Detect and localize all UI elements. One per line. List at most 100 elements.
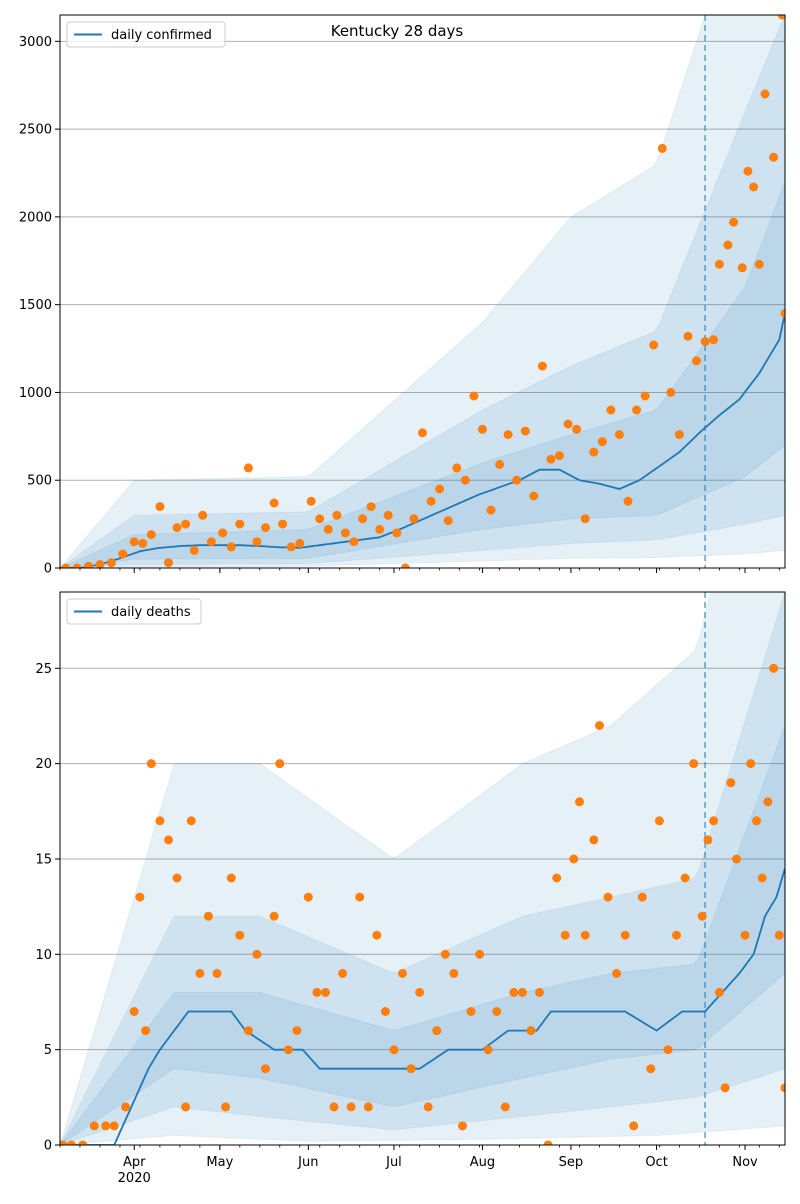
deaths-observed-point — [186, 816, 196, 826]
confirmed-observed-point — [749, 182, 759, 192]
confirmed-observed-point — [426, 496, 436, 506]
deaths-observed-point — [440, 949, 450, 959]
deaths-observed-point — [746, 759, 756, 769]
confirmed-observed-point — [295, 538, 305, 548]
deaths-observed-point — [629, 1121, 639, 1131]
deaths-observed-point — [752, 816, 761, 826]
confirmed-observed-point — [95, 560, 105, 568]
confirmed-observed-point — [72, 563, 82, 568]
confirmed-observed-point — [606, 405, 616, 415]
deaths-xtick-label: Nov — [732, 1155, 758, 1170]
deaths-ytick-label: 10 — [35, 948, 52, 963]
confirmed-observed-point — [106, 558, 116, 568]
deaths-uncertainty-band — [60, 725, 785, 1145]
deaths-observed-point — [726, 778, 736, 788]
deaths-observed-point — [763, 797, 773, 807]
deaths-observed-point — [449, 968, 459, 978]
deaths-observed-point — [780, 1083, 785, 1093]
confirmed-observed-point — [349, 537, 359, 547]
deaths-observed-point — [363, 1102, 373, 1112]
deaths-observed-point — [329, 1102, 339, 1112]
deaths-observed-point — [66, 1140, 76, 1145]
deaths-observed-point — [663, 1045, 673, 1055]
confirmed-observed-point — [181, 519, 191, 529]
deaths-legend: daily deaths — [66, 598, 202, 625]
deaths-observed-point — [415, 987, 425, 997]
deaths-xtick-label: Sep — [559, 1155, 584, 1170]
confirmed-observed-point — [278, 519, 288, 529]
deaths-observed-point — [235, 930, 245, 940]
confirmed-observed-point — [129, 537, 139, 547]
confirmed-observed-point — [460, 475, 470, 485]
deaths-observed-point — [654, 816, 664, 826]
deaths-axes-frame — [59, 591, 786, 1146]
deaths-observed-point — [109, 1121, 119, 1131]
deaths-observed-point — [252, 949, 262, 959]
confirmed-observed-point — [84, 561, 93, 568]
confirmed-observed-point — [657, 143, 667, 153]
deaths-observed-point — [292, 1026, 302, 1036]
deaths-observed-point — [261, 1064, 270, 1074]
deaths-observed-point — [689, 759, 699, 769]
confirmed-observed-point — [737, 263, 747, 273]
confirmed-legend: daily confirmed — [66, 21, 226, 48]
confirmed-observed-point — [269, 498, 279, 508]
confirmed-observed-point — [477, 424, 487, 434]
confirmed-observed-point — [198, 510, 208, 520]
deaths-observed-point — [526, 1026, 536, 1036]
deaths-xtick-label: Jul — [385, 1155, 402, 1170]
confirmed-observed-point — [146, 530, 156, 540]
deaths-observed-point — [101, 1121, 111, 1131]
deaths-observed-point — [483, 1045, 493, 1055]
deaths-observed-point — [398, 968, 407, 978]
confirmed-observed-point — [597, 437, 607, 447]
deaths-observed-point — [226, 873, 236, 883]
confirmed-ytick-label: 1500 — [19, 298, 52, 313]
confirmed-uncertainty-band — [60, 15, 785, 568]
deaths-observed-point — [243, 1026, 253, 1036]
deaths-observed-point — [135, 892, 145, 902]
confirmed-observed-point — [172, 523, 182, 533]
confirmed-observed-point — [366, 502, 376, 512]
confirmed-observed-point — [723, 240, 733, 250]
confirmed-observed-point — [206, 537, 216, 547]
confirmed-observed-point — [674, 430, 684, 440]
deaths-plot-area — [60, 592, 785, 1145]
confirmed-observed-point — [261, 523, 270, 533]
confirmed-observed-point — [443, 516, 453, 526]
confirmed-observed-point — [760, 89, 770, 99]
confirmed-ytick-label: 2000 — [19, 210, 52, 225]
confirmed-observed-point — [529, 491, 539, 501]
deaths-observed-point — [203, 911, 213, 921]
deaths-observed-point — [155, 816, 165, 826]
confirmed-observed-point — [375, 524, 385, 534]
confirmed-observed-point — [503, 430, 513, 440]
confirmed-observed-point — [537, 361, 547, 371]
deaths-observed-point — [346, 1102, 356, 1112]
deaths-observed-point — [740, 930, 750, 940]
deaths-observed-point — [338, 968, 348, 978]
confirmed-observed-point — [332, 510, 342, 520]
deaths-observed-point — [709, 816, 719, 826]
figure-title: Kentucky 28 days — [331, 22, 464, 40]
confirmed-ytick-label: 2500 — [19, 123, 52, 138]
confirmed-observed-point — [640, 391, 650, 401]
confirmed-observed-point — [243, 463, 253, 473]
deaths-observed-point — [303, 892, 313, 902]
confirmed-uncertainty-band — [60, 15, 785, 568]
deaths-observed-point — [164, 835, 173, 845]
deaths-observed-point — [432, 1026, 442, 1036]
deaths-observed-point — [714, 987, 724, 997]
confirmed-observed-point — [754, 259, 764, 269]
deaths-observed-point — [575, 797, 584, 807]
deaths-model-line — [60, 868, 785, 1145]
deaths-xtick-label: Apr — [123, 1155, 146, 1170]
confirmed-observed-point — [714, 259, 724, 269]
confirmed-observed-point — [400, 563, 410, 568]
confirmed-observed-point — [563, 419, 573, 429]
deaths-observed-point — [146, 759, 156, 769]
confirmed-observed-point — [226, 542, 236, 552]
deaths-ytick-label: 20 — [35, 757, 52, 772]
deaths-observed-point — [172, 873, 182, 883]
deaths-observed-point — [121, 1102, 131, 1112]
